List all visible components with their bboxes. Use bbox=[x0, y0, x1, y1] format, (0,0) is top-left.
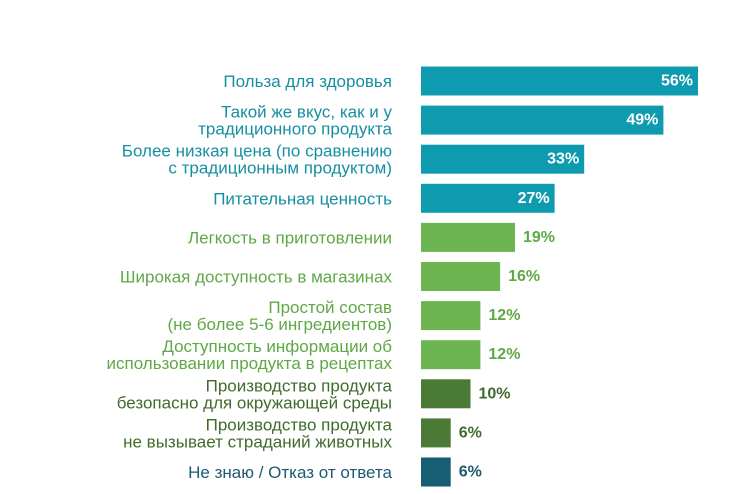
category-label-line: Легкость в приготовлении bbox=[188, 228, 392, 247]
category-label-line: Питательная ценность bbox=[213, 189, 392, 208]
value-label: 12% bbox=[488, 307, 520, 324]
bar bbox=[421, 183, 555, 213]
bar bbox=[421, 222, 515, 252]
value-label: 12% bbox=[488, 346, 520, 363]
bar bbox=[421, 379, 471, 409]
category-label: Не знаю / Отказ от ответа bbox=[188, 463, 392, 482]
bar bbox=[421, 262, 501, 291]
category-label: Производство продукта безопасно для окруж… bbox=[117, 376, 393, 412]
category-label-line: Не знаю / Отказ от ответа bbox=[188, 463, 392, 482]
value-label: 49% bbox=[626, 112, 658, 129]
value-label: 33% bbox=[547, 151, 579, 168]
bar bbox=[421, 340, 481, 370]
category-label: Легкость в приготовлении bbox=[188, 228, 392, 247]
category-label: Широкая доступность в магазинах bbox=[120, 268, 393, 287]
bar bbox=[421, 144, 585, 174]
category-label-line: Более низкая цена (по сравнению bbox=[122, 142, 392, 161]
value-label: 6% bbox=[459, 464, 482, 481]
bar bbox=[421, 66, 698, 96]
value-label: 27% bbox=[518, 190, 550, 207]
value-label: 6% bbox=[459, 424, 482, 441]
category-label-line: Производство продукта bbox=[206, 376, 393, 395]
category-label-line: безопасно для окружающей среды bbox=[117, 393, 392, 412]
value-label: 19% bbox=[523, 229, 555, 246]
bar bbox=[421, 301, 481, 331]
value-label: 16% bbox=[508, 268, 540, 285]
value-label: 56% bbox=[661, 73, 693, 90]
category-label-line: Польза для здоровья bbox=[223, 72, 392, 91]
category-label-line: Производство продукта bbox=[206, 415, 393, 434]
category-label: Питательная ценность bbox=[213, 189, 392, 208]
category-label-line: Такой же вкус, как и у bbox=[221, 103, 392, 122]
bar bbox=[421, 418, 451, 448]
category-label: Более низкая цена (по сравнению с традици… bbox=[122, 142, 392, 178]
value-label: 10% bbox=[479, 385, 511, 402]
category-label-line: с традиционным продуктом) bbox=[168, 159, 392, 178]
category-label: Доступность информации об использовании п… bbox=[107, 337, 393, 373]
category-label-line: использовании продукта в рецептах bbox=[107, 354, 393, 373]
category-label: Польза для здоровья bbox=[223, 72, 392, 91]
category-label-line: (не более 5-6 ингредиентов) bbox=[167, 315, 392, 334]
category-label: Такой же вкус, как и у традиционного прод… bbox=[198, 103, 392, 139]
bar bbox=[421, 457, 451, 487]
category-label-line: не вызывает страданий животных bbox=[123, 432, 392, 451]
category-label-line: традиционного продукта bbox=[198, 120, 392, 139]
category-label: Простой состав (не более 5-6 ингредиентов… bbox=[167, 298, 392, 334]
bar bbox=[421, 105, 664, 135]
category-label-line: Доступность информации об bbox=[162, 337, 392, 356]
category-label-line: Простой состав bbox=[268, 298, 392, 317]
category-label: Производство продукта не вызывает страдан… bbox=[123, 415, 392, 451]
category-label-line: Широкая доступность в магазинах bbox=[120, 268, 393, 287]
